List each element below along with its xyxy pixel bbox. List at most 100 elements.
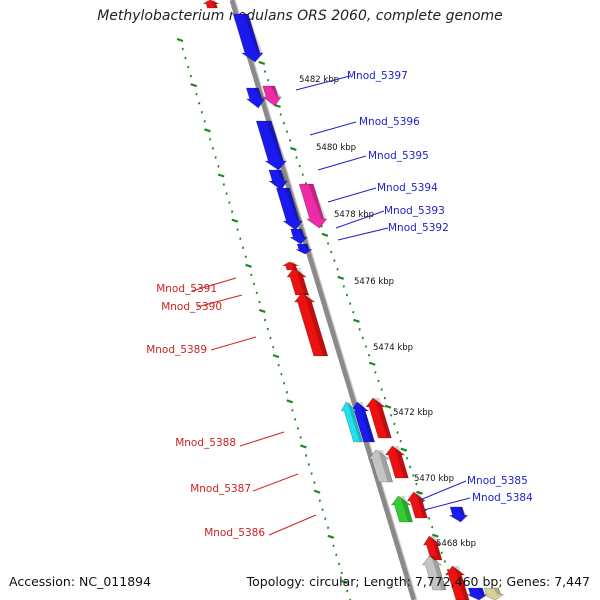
reverse-dot-track <box>286 399 294 404</box>
gene-mnod-5388-blue-shade <box>358 402 375 442</box>
gene-mnod-5397-pink <box>262 85 282 107</box>
gene-mnod-5387-red <box>384 445 409 479</box>
tick-label-5476-kbp: 5476 kbp <box>354 277 394 287</box>
leader-line-mnod_5391 <box>191 277 237 292</box>
forward-dot-track <box>282 121 286 125</box>
reverse-dot-track <box>252 282 256 286</box>
gene-track <box>202 0 505 600</box>
reverse-dot-track <box>189 74 193 78</box>
forward-dot-track <box>396 431 399 434</box>
gene-mnod-5397-blue <box>245 87 266 109</box>
gene-mnod-5387-grey <box>368 449 394 483</box>
reverse-dot-track <box>228 201 231 204</box>
forward-dot-track <box>333 259 336 262</box>
reverse-dot-track <box>263 318 267 322</box>
reverse-dot-track <box>236 228 239 232</box>
tick-label-5482-kbp: 5482 kbp <box>299 75 339 85</box>
gene-mnod-5388-red <box>365 397 392 439</box>
leader-line-mnod_5386 <box>268 514 317 536</box>
forward-dot-track <box>408 465 412 469</box>
forward-dot-track <box>321 232 329 237</box>
forward-dot-track <box>298 164 301 168</box>
forward-dot-track <box>432 533 439 538</box>
gene-mnod-5388-red-shade <box>374 398 392 438</box>
gene-red-top-shade <box>211 0 218 8</box>
forward-dot-track <box>367 353 371 357</box>
reverse-dot-track <box>250 273 253 277</box>
reverse-dot-track <box>214 156 217 159</box>
gene-mnod-5392a-shade <box>297 229 307 238</box>
gene-label-mnod_5389: Mnod_5389 <box>146 344 207 356</box>
reverse-dot-track <box>231 218 239 223</box>
gene-mnod-5391-shade <box>291 262 297 270</box>
reverse-dot-track <box>241 246 245 250</box>
forward-dot-track <box>337 275 345 280</box>
reverse-dot-track <box>327 534 335 539</box>
gene-mnod-5392b-shade <box>303 244 311 250</box>
reverse-dot-track <box>285 390 289 394</box>
gene-mnod-5386-green <box>390 495 414 523</box>
reverse-dot-track <box>198 101 201 105</box>
accession-number: Accession: NC_011894 <box>9 574 152 589</box>
forward-dot-track <box>304 181 308 185</box>
reverse-dot-track <box>208 138 212 141</box>
gene-label-mnod_5394: Mnod_5394 <box>377 182 438 194</box>
reverse-dot-track <box>244 255 247 259</box>
gene-mnod-5392b <box>295 243 313 255</box>
forward-dot-track <box>330 250 333 254</box>
reverse-dot-track <box>225 192 228 195</box>
reverse-dot-track <box>272 345 275 349</box>
gene-mnod-5385-shade <box>457 507 467 516</box>
gene-red-bottom <box>422 535 443 561</box>
gene-mnod-5388-cyan <box>340 401 364 443</box>
reverse-dot-track <box>176 37 184 43</box>
gene-mnod-5390-shade <box>295 268 309 295</box>
kbp-tick-marks: 5482 kbp 5480 kbp 5478 kbp 5476 kbp 5474 kbp… <box>299 75 476 549</box>
gene-red-bottom-2 <box>444 565 470 600</box>
gene-mnod-5394-shade <box>284 188 302 221</box>
reverse-dot-track <box>255 291 258 295</box>
gene-tan-bottom-shade <box>493 588 502 595</box>
tick-label-5480-kbp: 5480 kbp <box>316 143 356 153</box>
gene-mnod-5395 <box>268 169 288 191</box>
forward-dot-track <box>342 285 346 288</box>
gene-mnod-5389-shade <box>304 293 328 356</box>
forward-dot-track <box>258 60 266 66</box>
reverse-dot-track <box>291 408 294 412</box>
reverse-dot-track <box>296 427 300 430</box>
leader-line-mnod_5388 <box>239 431 285 447</box>
reverse-dot-track <box>346 589 349 593</box>
forward-dot-track <box>393 422 396 426</box>
gene-label-mnod_5386: Mnod_5386 <box>204 527 265 539</box>
forward-dot-track <box>326 242 330 245</box>
forward-dot-track <box>374 371 377 374</box>
forward-dot-track <box>279 113 282 116</box>
reverse-dot-track <box>313 489 321 494</box>
gene-label-mnod_5390: Mnod_5390 <box>161 301 222 313</box>
gene-blue-bottom <box>467 587 489 600</box>
leader-line-mnod_5390 <box>196 294 243 308</box>
forward-dot-track <box>377 379 380 383</box>
gene-mnod-5387-grey-shade <box>378 450 393 482</box>
reverse-dot-track <box>304 454 308 457</box>
gene-mnod-5391 <box>282 261 299 271</box>
reverse-dot-track <box>203 119 206 123</box>
reverse-dot-track <box>326 526 330 530</box>
reverse-dot-track <box>211 147 215 150</box>
gene-blue-top <box>232 13 264 63</box>
forward-dot-track <box>380 388 383 391</box>
leader-line-mnod_5397 <box>295 75 351 91</box>
forward-dot-track <box>266 78 270 82</box>
gene-mnod-5386-red <box>406 491 428 519</box>
reverse-dot-track <box>283 381 286 385</box>
reverse-dot-track <box>277 363 280 367</box>
forward-dot-track <box>443 560 447 563</box>
genome-backbone <box>229 0 418 600</box>
gene-mnod-5389 <box>293 292 329 357</box>
gene-mnod-5387-red-shade <box>394 446 409 478</box>
gene-label-mnod_5388: Mnod_5388 <box>175 437 236 449</box>
reverse-dot-track <box>324 517 327 521</box>
gene-label-mnod_5397: Mnod_5397 <box>347 70 408 82</box>
